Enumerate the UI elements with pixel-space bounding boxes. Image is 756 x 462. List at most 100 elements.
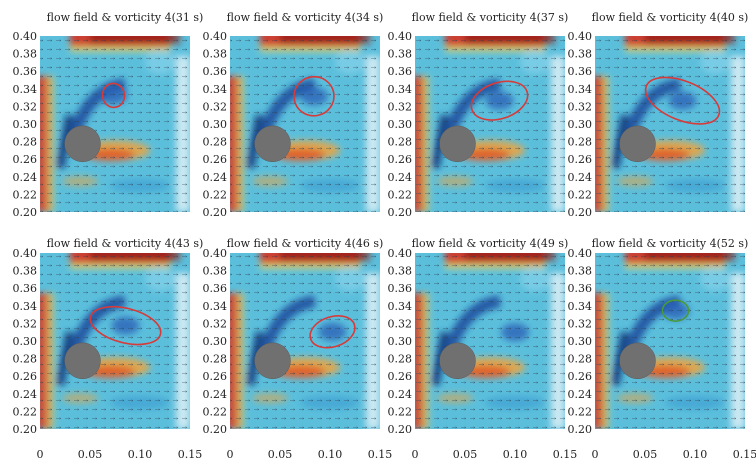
y-axis: 0.20 0.22 0.24 0.26 0.28 0.30 0.32 0.34 0.36 0.38…: [388, 247, 413, 436]
y-tick-label: 0.40: [388, 247, 413, 260]
y-tick-label: 0.20: [13, 423, 38, 436]
cylinder: [619, 125, 656, 163]
vortex-marker: [101, 82, 126, 109]
velocity-vectors: [415, 36, 565, 212]
x-axis: 0 0.05 0.10 0.15 0 0.05 0.10 0.15 0 0.05 0.10 0.15 0…: [37, 448, 756, 461]
y-tick-label: 0.26: [388, 153, 413, 166]
y-tick-label: 0.36: [388, 282, 413, 295]
y-tick-label: 0.24: [203, 171, 228, 184]
y-tick-label: 0.36: [203, 282, 228, 295]
y-axis: 0.20 0.22 0.24 0.26 0.28 0.30 0.32 0.34 0.36 0.38…: [568, 247, 593, 436]
y-tick-label: 0.38: [568, 48, 593, 61]
y-tick-label: 0.26: [568, 153, 593, 166]
y-tick-label: 0.32: [203, 317, 228, 330]
velocity-vectors: [595, 36, 745, 212]
y-tick-label: 0.36: [203, 65, 228, 78]
x-tick-label: 0.05: [453, 448, 478, 461]
velocity-vectors: [415, 253, 565, 429]
vorticity-panel: [230, 36, 380, 212]
y-tick-label: 0.28: [203, 136, 228, 149]
y-tick-label: 0.26: [13, 370, 38, 383]
y-tick-label: 0.20: [388, 423, 413, 436]
cylinder: [64, 342, 101, 380]
cylinder: [254, 342, 291, 380]
y-tick-label: 0.38: [388, 48, 413, 61]
x-tick-label: 0.05: [78, 448, 103, 461]
y-tick-label: 0.30: [568, 335, 593, 348]
y-tick-label: 0.40: [568, 247, 593, 260]
y-axis: 0.20 0.22 0.24 0.26 0.28 0.30 0.32 0.34 0.36 0.38…: [13, 30, 38, 219]
y-axis: 0.20 0.22 0.24 0.26 0.28 0.30 0.32 0.34 0.36 0.38…: [203, 30, 228, 219]
y-tick-label: 0.34: [388, 83, 413, 96]
y-tick-label: 0.22: [568, 188, 593, 201]
y-tick-label: 0.28: [203, 353, 228, 366]
panel-title: flow field & vorticity 4(40 s): [592, 11, 749, 24]
y-tick-label: 0.40: [568, 30, 593, 43]
cylinder: [439, 342, 476, 380]
y-tick-label: 0.38: [13, 48, 38, 61]
cylinder: [64, 125, 101, 163]
cylinder: [254, 125, 291, 163]
y-tick-label: 0.28: [388, 136, 413, 149]
x-tick-label: 0.05: [268, 448, 293, 461]
y-tick-label: 0.20: [203, 206, 228, 219]
panel-title: flow field & vorticity 4(49 s): [412, 237, 569, 250]
vorticity-panel: [230, 253, 380, 429]
vorticity-panel: [415, 36, 565, 212]
y-tick-label: 0.22: [203, 188, 228, 201]
y-tick-label: 0.24: [203, 388, 228, 401]
y-tick-label: 0.32: [13, 100, 38, 113]
y-tick-label: 0.30: [203, 118, 228, 131]
y-tick-label: 0.40: [13, 30, 38, 43]
y-tick-label: 0.38: [203, 265, 228, 278]
y-tick-label: 0.34: [203, 300, 228, 313]
x-tick-label: 0.10: [318, 448, 343, 461]
y-tick-label: 0.32: [568, 317, 593, 330]
x-tick-label: 0.10: [128, 448, 153, 461]
y-tick-label: 0.26: [203, 370, 228, 383]
y-axis: 0.20 0.22 0.24 0.26 0.28 0.30 0.32 0.34 0.36 0.38…: [203, 247, 228, 436]
y-tick-label: 0.38: [568, 265, 593, 278]
velocity-vectors: [230, 36, 380, 212]
y-tick-label: 0.26: [13, 153, 38, 166]
y-tick-label: 0.26: [568, 370, 593, 383]
y-tick-label: 0.34: [13, 300, 38, 313]
y-tick-label: 0.34: [203, 83, 228, 96]
y-tick-label: 0.28: [568, 353, 593, 366]
y-tick-label: 0.24: [13, 388, 38, 401]
y-tick-label: 0.28: [388, 353, 413, 366]
y-tick-label: 0.20: [568, 206, 593, 219]
y-tick-label: 0.34: [568, 300, 593, 313]
y-tick-label: 0.20: [203, 423, 228, 436]
y-tick-label: 0.30: [388, 118, 413, 131]
y-tick-label: 0.34: [13, 83, 38, 96]
y-tick-label: 0.38: [203, 48, 228, 61]
y-tick-label: 0.32: [13, 317, 38, 330]
y-tick-label: 0.22: [13, 188, 38, 201]
y-tick-label: 0.22: [13, 405, 38, 418]
y-tick-label: 0.24: [568, 388, 593, 401]
y-tick-label: 0.24: [388, 171, 413, 184]
y-tick-label: 0.30: [203, 335, 228, 348]
y-tick-label: 0.20: [388, 206, 413, 219]
y-tick-label: 0.36: [568, 65, 593, 78]
y-tick-label: 0.32: [568, 100, 593, 113]
x-tick-label: 0.10: [503, 448, 528, 461]
vorticity-panel: [595, 36, 745, 212]
panel-title: flow field & vorticity 4(31 s): [47, 11, 204, 24]
y-tick-label: 0.28: [13, 353, 38, 366]
y-tick-label: 0.40: [13, 247, 38, 260]
vortex-marker: [661, 299, 690, 322]
y-tick-label: 0.38: [388, 265, 413, 278]
panel-title: flow field & vorticity 4(34 s): [227, 11, 384, 24]
vortex-marker: [470, 80, 529, 121]
panel-title: flow field & vorticity 4(52 s): [592, 237, 749, 250]
y-tick-label: 0.40: [388, 30, 413, 43]
y-tick-label: 0.32: [203, 100, 228, 113]
y-tick-label: 0.36: [388, 65, 413, 78]
x-tick-label: 0: [412, 448, 419, 461]
panel-title: flow field & vorticity 4(46 s): [227, 237, 384, 250]
x-tick-label: 0.15: [733, 448, 756, 461]
velocity-vectors: [40, 36, 190, 212]
